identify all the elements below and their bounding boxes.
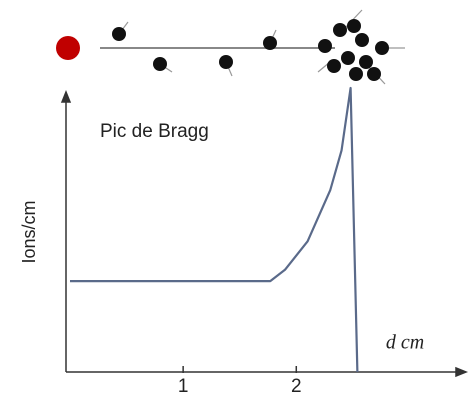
- ion: [347, 19, 361, 33]
- ion: [219, 55, 233, 69]
- x-axis-label: d cm: [386, 332, 424, 354]
- ion: [341, 51, 355, 65]
- ion: [112, 27, 126, 41]
- ion: [349, 67, 363, 81]
- ion: [318, 39, 332, 53]
- particles: [56, 9, 405, 85]
- ion: [359, 55, 373, 69]
- y-arrow: [60, 89, 72, 103]
- ion: [355, 33, 369, 47]
- x-tick-label: 1: [178, 376, 189, 397]
- x-arrow: [455, 366, 469, 378]
- curve: [70, 86, 359, 373]
- projectile: [56, 36, 80, 60]
- axes: [60, 89, 469, 378]
- x-tick-label: 2: [291, 376, 302, 397]
- ion: [375, 41, 389, 55]
- ion: [367, 67, 381, 81]
- ion: [327, 59, 341, 73]
- annotation: Pic de Bragg: [100, 121, 209, 142]
- ion: [263, 36, 277, 50]
- ion: [333, 23, 347, 37]
- y-axis-label: Ions/cm: [19, 200, 39, 263]
- ion: [153, 57, 167, 71]
